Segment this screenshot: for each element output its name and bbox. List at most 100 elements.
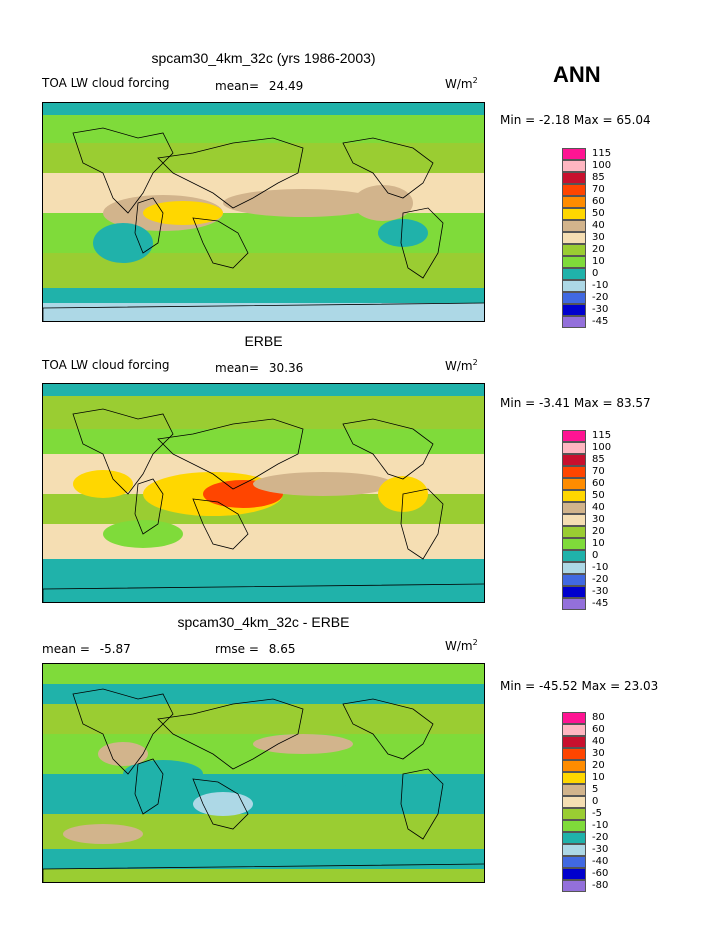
- colorbar-tick-label: -45: [592, 598, 609, 609]
- colorbar-swatch: [562, 454, 586, 466]
- colorbar-tick-label: -20: [592, 832, 609, 843]
- colorbar-tick-label: 100: [592, 442, 612, 453]
- panel1-variable-label: TOA LW cloud forcing: [42, 76, 170, 90]
- coastline: [342, 418, 434, 480]
- colorbar-swatch: [562, 160, 586, 172]
- field-blob: [253, 734, 353, 754]
- coastline: [72, 408, 174, 495]
- panel1-map-svg: [43, 103, 484, 321]
- panel3-rmse-label: rmse = 8.65: [215, 642, 295, 656]
- colorbar-tick-label: 0: [592, 550, 599, 561]
- colorbar-tick-label: -30: [592, 586, 609, 597]
- panel3-units-sup: 2: [472, 638, 478, 647]
- colorbar-swatch: [562, 868, 586, 880]
- colorbar-tick-label: 40: [592, 502, 605, 513]
- panel2-units-sup: 2: [472, 358, 478, 367]
- coastline: [192, 217, 249, 269]
- panel1-units: W/m2: [445, 76, 478, 91]
- colorbar-swatch: [562, 820, 586, 832]
- field-band: [43, 396, 484, 429]
- colorbar-tick-label: -40: [592, 856, 609, 867]
- colorbar-tick-label: -30: [592, 844, 609, 855]
- field-blob: [63, 824, 143, 844]
- colorbar-swatch: [562, 304, 586, 316]
- colorbar-tick-label: -10: [592, 562, 609, 573]
- panel3-mean-text: mean =: [42, 642, 90, 656]
- colorbar-swatch: [562, 844, 586, 856]
- field-band: [43, 849, 484, 869]
- panel1-mean-value: 24.49: [268, 79, 304, 93]
- coastline: [43, 863, 484, 882]
- panel2-units-text: W/m: [445, 359, 473, 373]
- field-blob: [253, 472, 393, 496]
- panel3-units: W/m2: [445, 638, 478, 653]
- field-blob: [143, 201, 223, 225]
- colorbar-tick-label: 115: [592, 148, 612, 159]
- panel3-units-text: W/m: [445, 639, 473, 653]
- field-blob: [73, 470, 133, 498]
- colorbar-tick-label: 50: [592, 208, 605, 219]
- panel2-minmax: Min = -3.41 Max = 83.57: [500, 396, 651, 410]
- colorbar-swatch: [562, 526, 586, 538]
- field-band: [43, 384, 484, 396]
- coastline: [157, 418, 304, 490]
- colorbar-tick-label: 100: [592, 160, 612, 171]
- colorbar-swatch: [562, 466, 586, 478]
- colorbar-swatch: [562, 772, 586, 784]
- coastline: [342, 137, 434, 199]
- colorbar-swatch: [562, 880, 586, 892]
- field-band: [43, 559, 484, 574]
- colorbar-tick-label: 30: [592, 748, 605, 759]
- panel1-units-text: W/m: [445, 77, 473, 91]
- colorbar-swatch: [562, 256, 586, 268]
- panel2-variable-label: TOA LW cloud forcing: [42, 358, 170, 372]
- colorbar-swatch: [562, 724, 586, 736]
- colorbar-tick-label: -30: [592, 304, 609, 315]
- field-band: [43, 869, 484, 882]
- panel2-map: [42, 383, 485, 603]
- field-blob: [353, 185, 413, 221]
- field-band: [43, 429, 484, 454]
- colorbar-tick-label: 5: [592, 784, 599, 795]
- field-blob: [378, 219, 428, 247]
- colorbar-tick-label: -20: [592, 574, 609, 585]
- coastline: [400, 488, 444, 560]
- colorbar-swatch: [562, 172, 586, 184]
- colorbar-swatch: [562, 832, 586, 844]
- field-blob: [98, 742, 148, 766]
- field-band: [43, 288, 484, 303]
- colorbar-tick-label: 20: [592, 244, 605, 255]
- panel1-units-sup: 2: [472, 76, 478, 85]
- coastline: [192, 778, 249, 830]
- colorbar-swatch: [562, 760, 586, 772]
- colorbar-tick-label: 85: [592, 172, 605, 183]
- colorbar-swatch: [562, 196, 586, 208]
- colorbar-swatch: [562, 184, 586, 196]
- colorbar-tick-label: 70: [592, 184, 605, 195]
- field-band: [43, 704, 484, 734]
- coastline: [400, 207, 444, 279]
- colorbar-swatch: [562, 478, 586, 490]
- panel1-mean-text: mean=: [215, 79, 260, 93]
- panel1-map: [42, 102, 485, 322]
- colorbar-swatch: [562, 598, 586, 610]
- field-band: [43, 115, 484, 143]
- colorbar-swatch: [562, 280, 586, 292]
- colorbar-swatch: [562, 232, 586, 244]
- panel2-units: W/m2: [445, 358, 478, 373]
- colorbar-swatch: [562, 208, 586, 220]
- coastline: [72, 127, 174, 214]
- colorbar-tick-label: 10: [592, 538, 605, 549]
- coastline: [134, 478, 164, 535]
- colorbar-swatch: [562, 502, 586, 514]
- field-band: [43, 143, 484, 173]
- colorbar-tick-label: 30: [592, 232, 605, 243]
- colorbar-swatch: [562, 316, 586, 328]
- colorbar-tick-label: 0: [592, 268, 599, 279]
- colorbar-swatch: [562, 442, 586, 454]
- panel3-mean-label: mean = -5.87: [42, 642, 131, 656]
- coastline: [43, 302, 484, 321]
- panel1-mean-label: mean= 24.49: [215, 79, 303, 93]
- colorbar-tick-label: 10: [592, 772, 605, 783]
- colorbar-tick-label: -80: [592, 880, 609, 891]
